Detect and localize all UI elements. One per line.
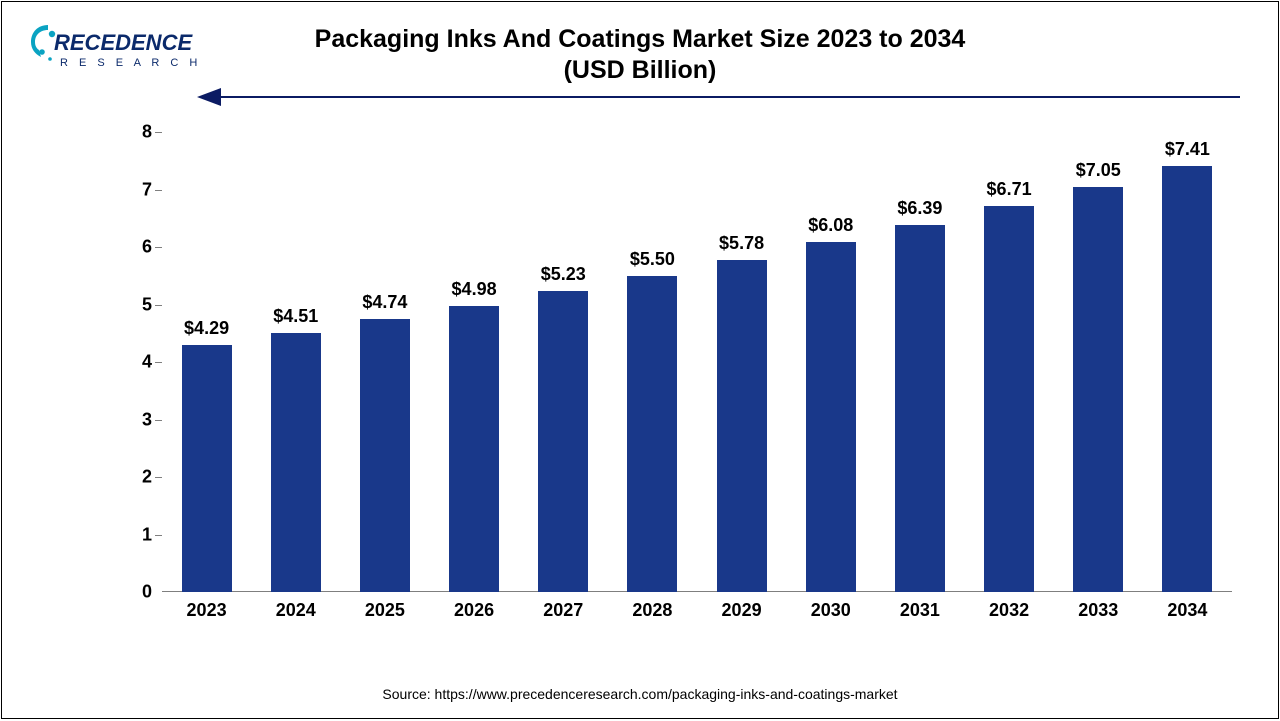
bar-value-label: $4.29 bbox=[162, 318, 251, 339]
x-tick-label: 2031 bbox=[875, 600, 964, 621]
x-tick-label: 2026 bbox=[430, 600, 519, 621]
bar-slot: $4.98 bbox=[430, 132, 519, 592]
bar bbox=[449, 306, 499, 592]
x-tick-label: 2028 bbox=[608, 600, 697, 621]
x-tick-label: 2034 bbox=[1143, 600, 1232, 621]
y-tick-label: 2 bbox=[122, 467, 152, 488]
bar bbox=[1162, 166, 1212, 592]
y-tick-label: 0 bbox=[122, 582, 152, 603]
y-tick-label: 7 bbox=[122, 179, 152, 200]
bar-value-label: $4.51 bbox=[251, 306, 340, 327]
bar bbox=[271, 333, 321, 592]
x-tick-label: 2029 bbox=[697, 600, 786, 621]
bar bbox=[895, 225, 945, 592]
y-tickmark bbox=[155, 132, 162, 133]
y-tick-label: 6 bbox=[122, 237, 152, 258]
x-tick-label: 2033 bbox=[1054, 600, 1143, 621]
y-tickmark bbox=[155, 477, 162, 478]
y-tickmark bbox=[155, 362, 162, 363]
bar bbox=[806, 242, 856, 592]
y-tickmark bbox=[155, 535, 162, 536]
bar-slot: $7.05 bbox=[1054, 132, 1143, 592]
y-tickmark bbox=[155, 247, 162, 248]
bars-group: $4.29$4.51$4.74$4.98$5.23$5.50$5.78$6.08… bbox=[162, 132, 1232, 592]
bar-slot: $5.50 bbox=[608, 132, 697, 592]
bar bbox=[627, 276, 677, 592]
y-tick-label: 1 bbox=[122, 524, 152, 545]
bar-slot: $7.41 bbox=[1143, 132, 1232, 592]
chart-area: 012345678 $4.29$4.51$4.74$4.98$5.23$5.50… bbox=[112, 132, 1232, 622]
x-tick-label: 2032 bbox=[965, 600, 1054, 621]
x-tick-label: 2025 bbox=[340, 600, 429, 621]
bar-value-label: $5.50 bbox=[608, 249, 697, 270]
title-line-1: Packaging Inks And Coatings Market Size … bbox=[2, 24, 1278, 55]
bar bbox=[717, 260, 767, 592]
bar-slot: $6.39 bbox=[875, 132, 964, 592]
bar bbox=[1073, 187, 1123, 592]
bar-slot: $5.23 bbox=[519, 132, 608, 592]
x-tick-label: 2023 bbox=[162, 600, 251, 621]
bar-slot: $4.51 bbox=[251, 132, 340, 592]
bar bbox=[984, 206, 1034, 592]
y-tickmark bbox=[155, 190, 162, 191]
x-tick-label: 2024 bbox=[251, 600, 340, 621]
bar-slot: $4.74 bbox=[340, 132, 429, 592]
bar-value-label: $6.39 bbox=[875, 198, 964, 219]
chart-container: RECEDENCE R E S E A R C H Packaging Inks… bbox=[1, 1, 1279, 719]
y-tick-label: 3 bbox=[122, 409, 152, 430]
bar-value-label: $5.23 bbox=[519, 264, 608, 285]
bar bbox=[538, 291, 588, 592]
bar-value-label: $4.98 bbox=[430, 279, 519, 300]
bar-value-label: $6.71 bbox=[965, 179, 1054, 200]
y-tickmark bbox=[155, 305, 162, 306]
bar bbox=[182, 345, 232, 592]
bar bbox=[360, 319, 410, 592]
x-tick-label: 2030 bbox=[786, 600, 875, 621]
decorative-arrow-line bbox=[212, 96, 1240, 98]
bar-value-label: $4.74 bbox=[340, 292, 429, 313]
decorative-arrow-head bbox=[197, 88, 221, 106]
y-tick-label: 4 bbox=[122, 352, 152, 373]
y-tickmark bbox=[155, 420, 162, 421]
bar-slot: $4.29 bbox=[162, 132, 251, 592]
bar-slot: $5.78 bbox=[697, 132, 786, 592]
bar-value-label: $7.41 bbox=[1143, 139, 1232, 160]
bar-slot: $6.08 bbox=[786, 132, 875, 592]
x-tick-label: 2027 bbox=[519, 600, 608, 621]
bar-value-label: $6.08 bbox=[786, 215, 875, 236]
bar-value-label: $5.78 bbox=[697, 233, 786, 254]
y-tick-label: 8 bbox=[122, 122, 152, 143]
y-tick-label: 5 bbox=[122, 294, 152, 315]
chart-title: Packaging Inks And Coatings Market Size … bbox=[2, 24, 1278, 87]
title-line-2: (USD Billion) bbox=[2, 55, 1278, 86]
source-citation: Source: https://www.precedenceresearch.c… bbox=[2, 686, 1278, 702]
bar-value-label: $7.05 bbox=[1054, 160, 1143, 181]
bar-slot: $6.71 bbox=[965, 132, 1054, 592]
plot-region: 012345678 $4.29$4.51$4.74$4.98$5.23$5.50… bbox=[162, 132, 1232, 592]
